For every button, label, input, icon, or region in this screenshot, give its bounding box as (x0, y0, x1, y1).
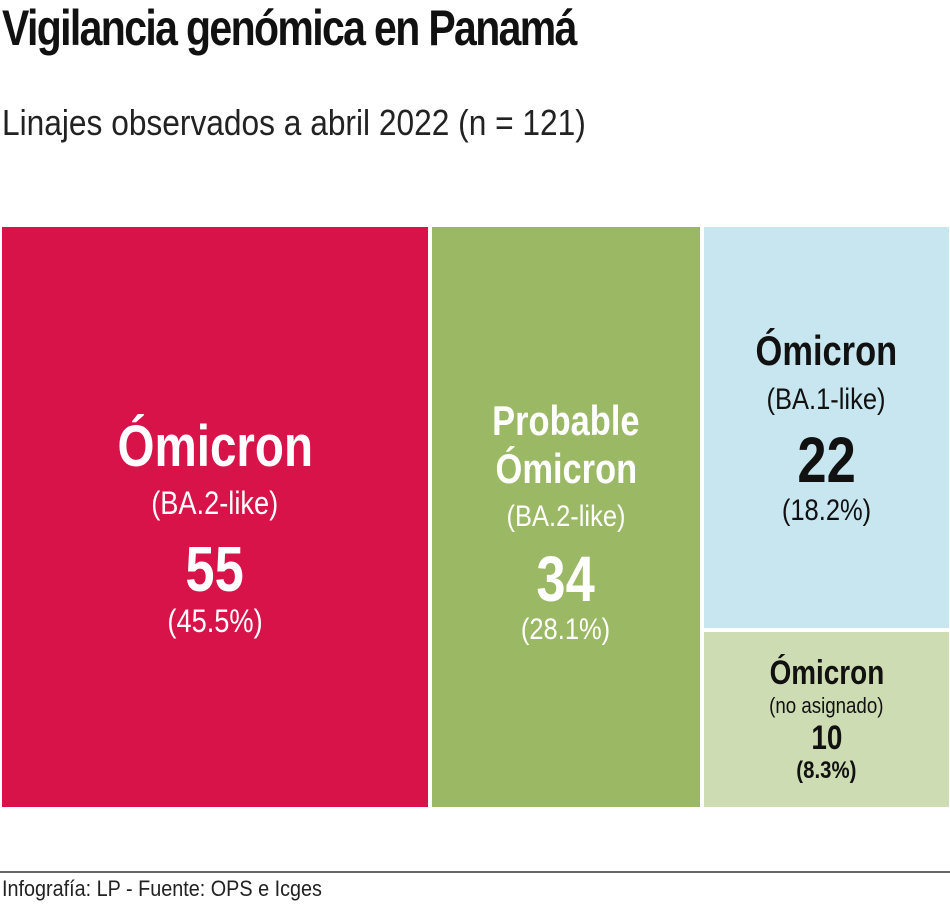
tile-label: Ómicron (769, 654, 884, 693)
tile-percent: (8.3%) (796, 756, 857, 784)
tile-sublabel: (BA.2-like) (151, 484, 279, 521)
tile-value: 10 (810, 719, 843, 758)
tile-sublabel: (BA.2-like) (506, 499, 626, 533)
tile-label: Ómicron (755, 326, 898, 374)
tile-percent: (45.5%) (167, 602, 263, 639)
tile-percent: (28.1%) (521, 612, 611, 646)
tile-omicron-no-asignado: Ómicron (no asignado) 10 (8.3%) (704, 632, 949, 807)
chart-title: Vigilancia genómica en Panamá (2, 0, 577, 56)
tile-omicron-ba2: Ómicron (BA.2-like) 55 (45.5%) (2, 227, 428, 807)
chart-subtitle: Linajes observados a abril 2022 (n = 121… (2, 102, 586, 143)
tile-percent: (18.2%) (781, 494, 872, 528)
tile-sublabel: (no asignado) (769, 693, 884, 719)
source-credit: Infografía: LP - Fuente: OPS e Icges (2, 876, 322, 901)
tile-label-line1: Probable (492, 397, 640, 445)
tile-omicron-ba1: Ómicron (BA.1-like) 22 (18.2%) (704, 227, 949, 628)
tile-value: 55 (185, 532, 245, 605)
tile-value: 22 (797, 424, 856, 497)
tile-label-line2: Ómicron (495, 445, 637, 493)
tile-probable-omicron-ba2: Probable Ómicron (BA.2-like) 34 (28.1%) (432, 227, 700, 807)
footer-divider (0, 871, 950, 873)
tile-label: Ómicron (117, 414, 313, 480)
tile-value: 34 (536, 542, 596, 615)
tile-sublabel: (BA.1-like) (766, 383, 887, 417)
